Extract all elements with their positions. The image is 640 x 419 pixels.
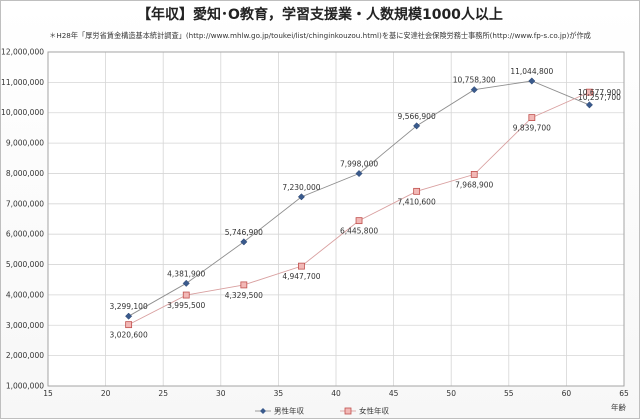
data-point-female (528, 114, 536, 121)
data-point-male (528, 77, 536, 85)
data-point-male (413, 122, 421, 130)
data-point-female (470, 170, 478, 178)
data-label: 3,299,100 (110, 302, 148, 311)
data-point-male (470, 86, 478, 94)
y-tick-label: 12,000,000 (1, 48, 44, 57)
data-point-male (125, 312, 133, 320)
x-tick-label: 55 (504, 389, 514, 398)
data-label: 7,230,000 (282, 183, 320, 192)
y-tick-label: 4,000,000 (6, 290, 44, 299)
data-point-male (355, 169, 363, 178)
data-label: 7,410,600 (398, 197, 436, 206)
x-tick-label: 40 (331, 389, 341, 398)
data-point-male (585, 101, 593, 109)
data-point-female (125, 321, 133, 329)
data-label: 9,839,700 (513, 124, 551, 133)
data-label: 11,044,800 (510, 67, 553, 76)
y-tick-label: 11,000,000 (1, 78, 44, 87)
data-point-female (240, 281, 248, 289)
data-label: 4,947,700 (282, 272, 320, 281)
data-point-female (355, 217, 363, 225)
x-tick-label: 45 (389, 389, 399, 398)
y-tick-label: 2,000,000 (6, 351, 44, 360)
x-tick-label: 35 (274, 389, 284, 398)
legend-label-male: 男性年収 (274, 406, 304, 416)
plot-border (47, 51, 625, 387)
legend-label-female: 女性年収 (359, 406, 389, 416)
y-tick-label: 6,000,000 (6, 230, 44, 239)
data-label: 7,998,000 (340, 160, 378, 169)
x-tick-label: 25 (158, 389, 168, 398)
data-label: 9,566,900 (398, 112, 436, 121)
data-label: 10,677,900 (578, 88, 621, 97)
data-point-female (182, 291, 190, 299)
data-point-female (413, 187, 421, 195)
chart-title: 【年収】愛知･O教育，学習支援業・人数規模1000人以上 (137, 7, 503, 23)
data-label: 10,257,700 (578, 93, 621, 102)
x-tick-label: 20 (101, 389, 111, 398)
data-point-female (586, 88, 593, 96)
x-tick-label: 15 (43, 389, 53, 398)
data-label: 10,758,300 (453, 76, 496, 85)
data-label: 5,746,900 (225, 228, 263, 237)
data-point-female (298, 262, 305, 270)
data-label: 4,381,900 (167, 269, 205, 278)
y-tick-label: 8,000,000 (6, 169, 44, 178)
x-tick-label: 60 (562, 389, 572, 398)
y-tick-label: 10,000,000 (1, 108, 44, 117)
data-point-male (182, 279, 190, 287)
data-label: 7,968,900 (455, 180, 493, 189)
chart-subtitle: ＊H28年「厚労省賃金構造基本統計調査」(http://www.mhlw.go.… (49, 31, 591, 40)
data-label: 6,445,800 (340, 227, 378, 236)
x-tick-label: 30 (216, 389, 226, 398)
x-tick-label: 50 (446, 389, 456, 398)
y-tick-label: 5,000,000 (6, 260, 44, 269)
y-tick-label: 1,000,000 (6, 382, 44, 391)
data-label: 3,995,500 (167, 301, 205, 310)
x-axis-label: 年齢 (611, 402, 626, 412)
y-tick-label: 7,000,000 (6, 199, 44, 208)
y-tick-label: 9,000,000 (6, 139, 44, 148)
data-point-male (297, 193, 305, 201)
legend-marker-male (260, 408, 266, 414)
legend-marker-female (344, 407, 352, 415)
y-tick-label: 3,000,000 (6, 321, 44, 330)
data-label: 3,020,600 (110, 331, 148, 340)
data-point-male (240, 238, 248, 246)
x-tick-label: 65 (619, 389, 629, 398)
data-label: 4,329,500 (225, 291, 263, 300)
